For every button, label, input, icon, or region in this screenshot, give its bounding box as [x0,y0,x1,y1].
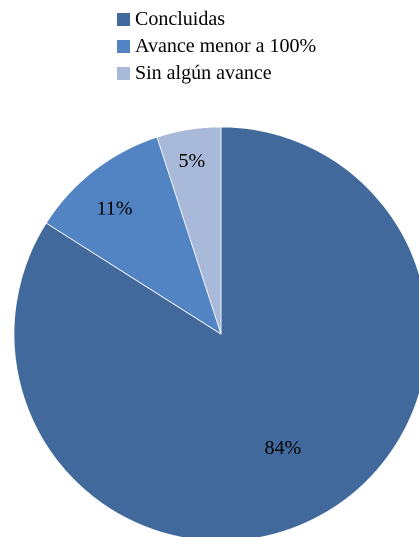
legend-item-sin-avance: Sin algún avance [117,60,316,87]
pie-slice-sin-avance [156,126,222,335]
pie-slice-concluidas [13,126,419,537]
legend-swatch-concluidas [117,13,130,26]
legend-label-concluidas: Concluidas [135,8,225,30]
legend-item-avance-menor: Avance menor a 100% [117,33,316,60]
data-label-concluidas: 84% [264,437,301,459]
legend: Concluidas Avance menor a 100% Sin algún… [117,6,316,87]
data-label-avance-menor: 11% [97,197,133,219]
legend-label-sin-avance: Sin algún avance [135,62,272,84]
data-label-sin-avance: 5% [178,150,205,172]
legend-swatch-avance-menor [117,40,130,53]
pie-slice-avance-menor [45,136,222,335]
legend-swatch-sin-avance [117,67,130,80]
legend-item-concluidas: Concluidas [117,6,316,33]
legend-label-avance-menor: Avance menor a 100% [135,35,317,57]
